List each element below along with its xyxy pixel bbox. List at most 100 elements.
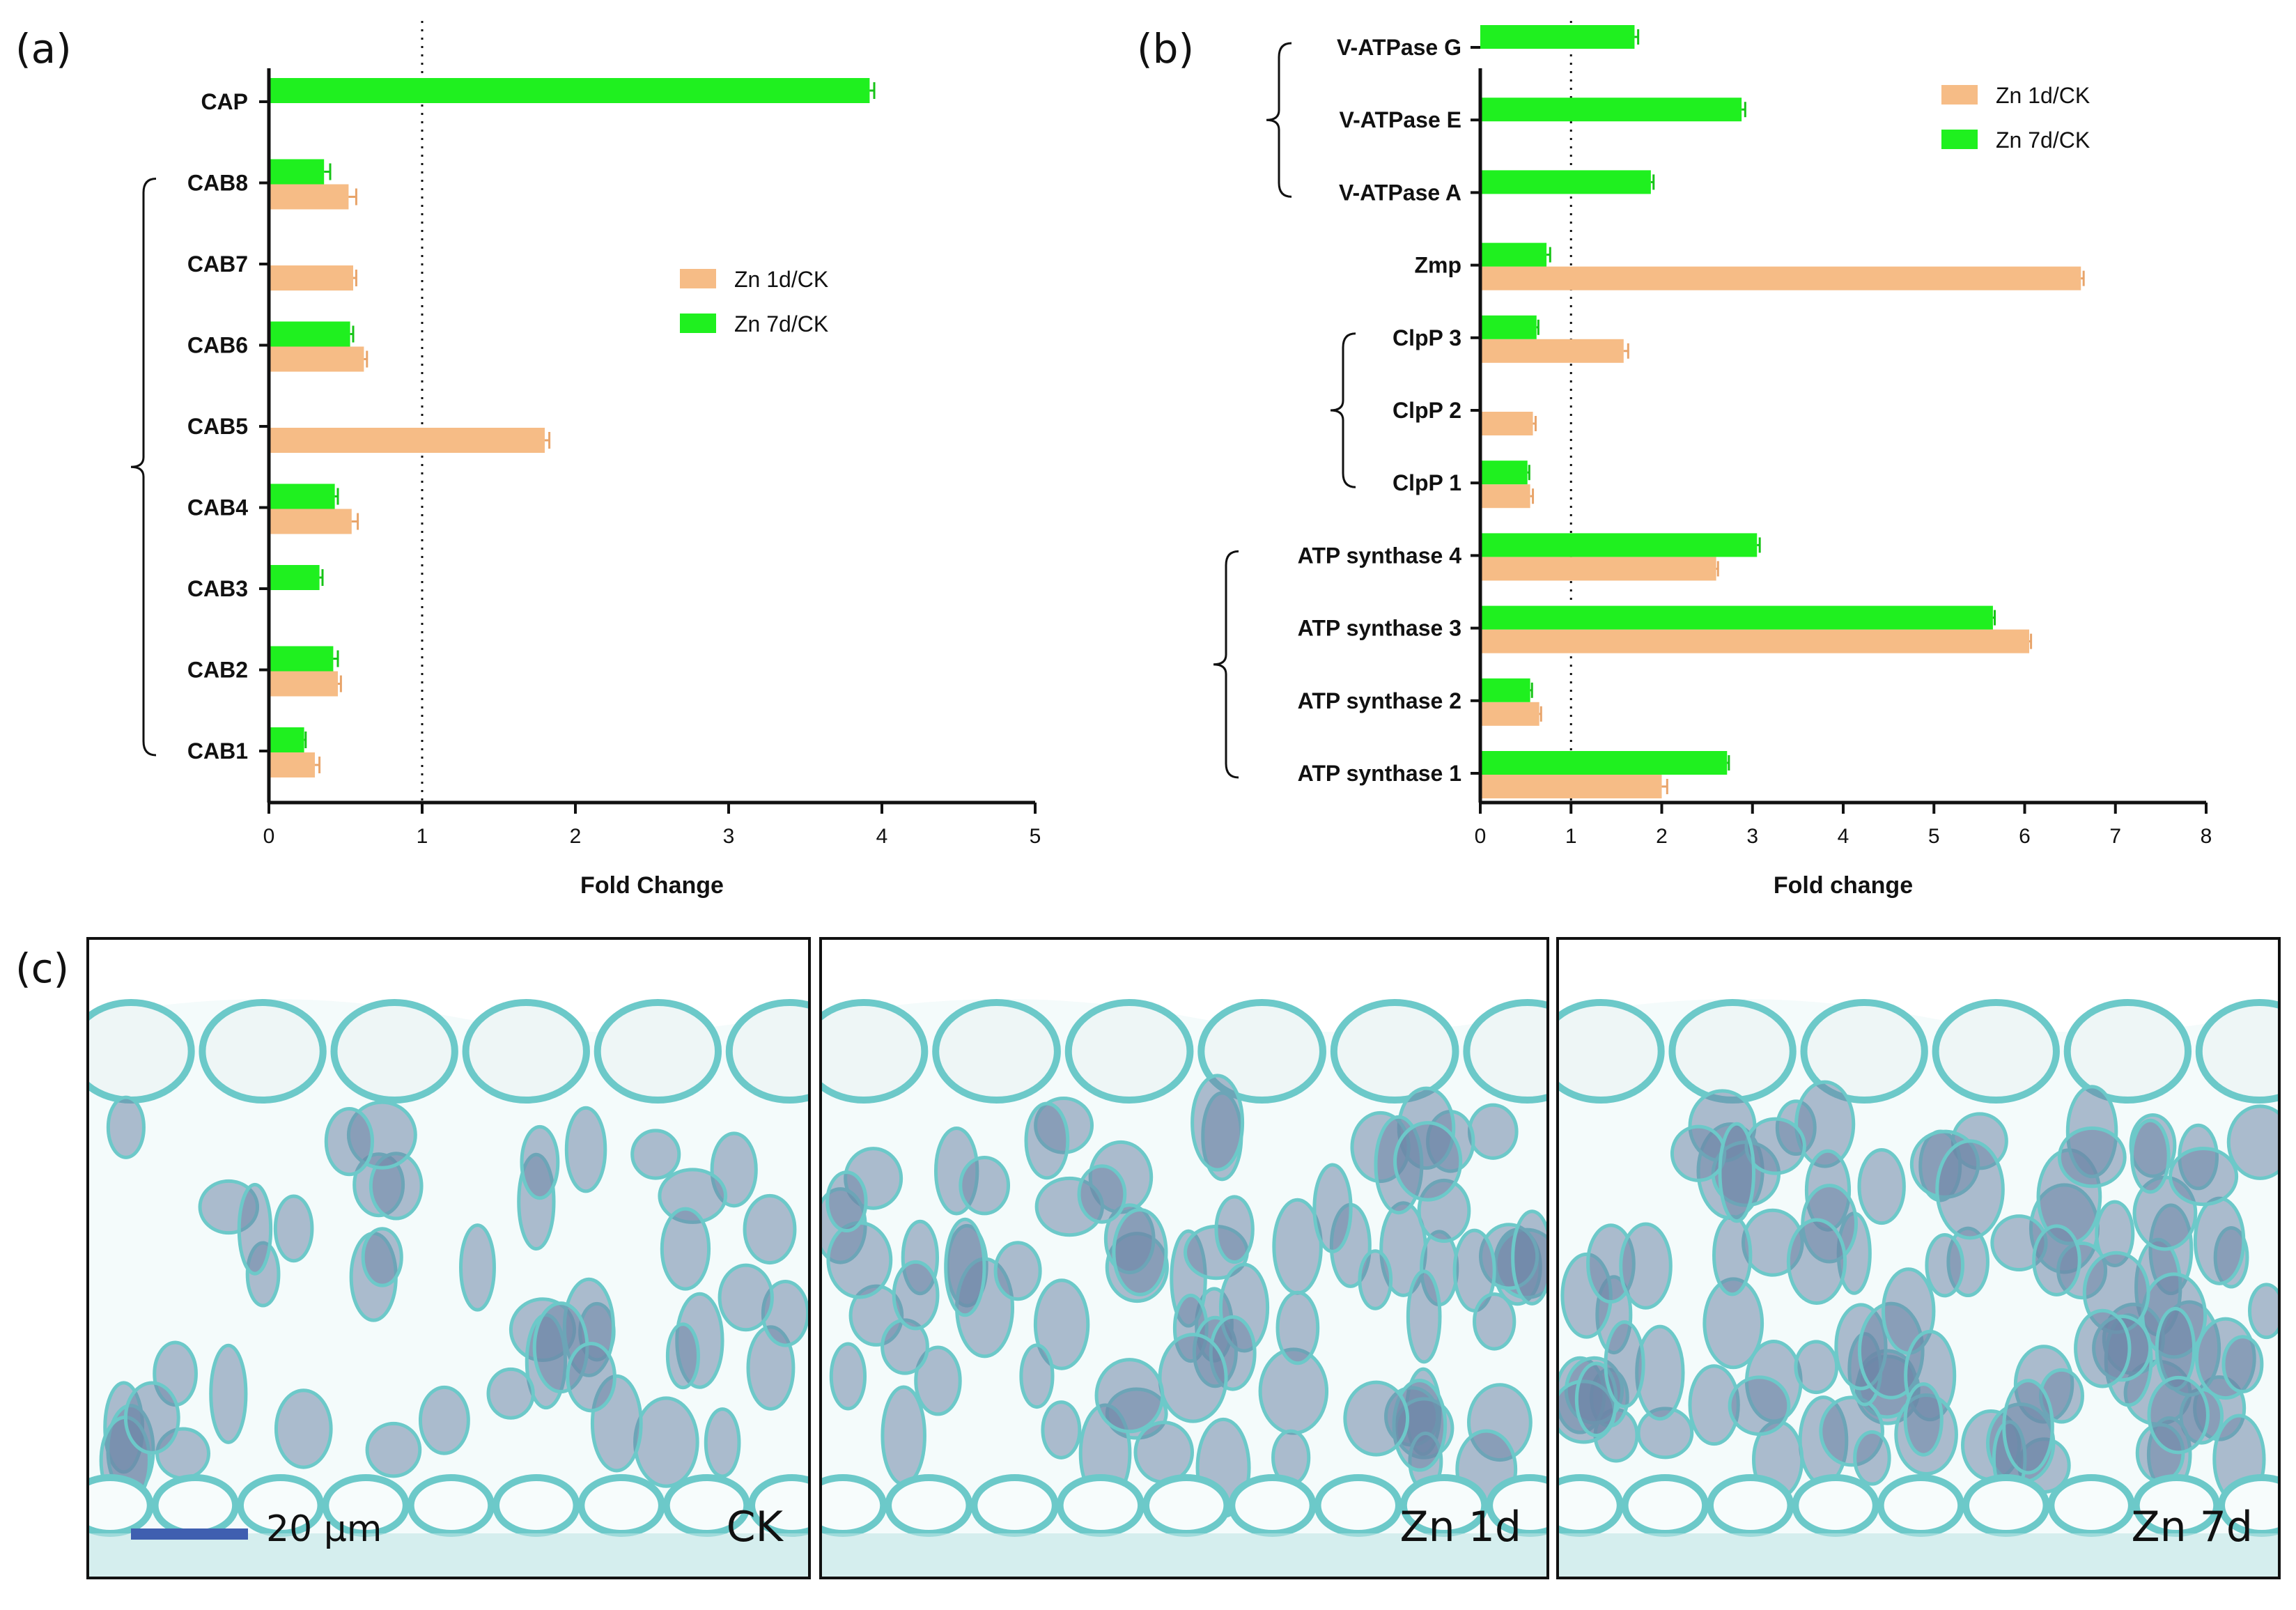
- epidermis-cell: [1197, 999, 1326, 1104]
- x-tick-label: 2: [1656, 825, 1668, 848]
- bar-b-v-atpase-e-zn7d: [1480, 98, 1742, 122]
- mesophyll-cell: [2074, 1308, 2132, 1388]
- y-tick-label: ATP synthase 2: [1298, 688, 1461, 713]
- y-tick-label: CAB5: [187, 414, 248, 439]
- mesophyll-cell: [993, 1241, 1042, 1301]
- mesophyll-cell: [2193, 1196, 2246, 1285]
- y-tick-label: CAB2: [187, 658, 248, 683]
- bar-b-zmp-zn7d: [1480, 242, 1547, 267]
- mesophyll-cell: [274, 1388, 333, 1469]
- mesophyll-cell: [237, 1182, 273, 1276]
- mesophyll-cell: [1511, 1209, 1546, 1306]
- epidermis-cell: [932, 999, 1061, 1104]
- cuticle: [822, 1533, 1546, 1577]
- mesophyll-cell: [1853, 1430, 1891, 1486]
- micrograph-ck-label: CK: [726, 1503, 783, 1551]
- bar-b-clpp-1-zn1d: [1480, 484, 1530, 509]
- bar-a-cab6-zn7d: [269, 321, 350, 347]
- bar-a-cap-zn7d: [269, 78, 870, 103]
- bar-a-cab2-zn1d: [269, 671, 338, 697]
- x-tick-label: 1: [1565, 825, 1577, 848]
- mesophyll-cell: [1343, 1380, 1410, 1457]
- mesophyll-cell: [1041, 1400, 1082, 1460]
- y-tick-label: CAB1: [187, 738, 248, 764]
- mesophyll-cell: [630, 1129, 681, 1180]
- legend-label: Zn 1d/CK: [1996, 83, 2090, 108]
- y-tick-label: ATP synthase 3: [1298, 616, 1461, 641]
- epidermis-cell: [1463, 999, 1546, 1104]
- category-bracket: [1213, 550, 1239, 779]
- mesophyll-cell: [459, 1223, 496, 1312]
- x-axis-label: Fold change: [1774, 872, 1913, 899]
- cuticle: [89, 1533, 808, 1577]
- mesophyll-cell: [1467, 1103, 1519, 1160]
- bar-b-clpp-3-zn1d: [1480, 339, 1624, 363]
- bar-b-zmp-zn1d: [1480, 266, 2081, 291]
- mesophyll-cell: [1112, 1208, 1168, 1296]
- category-bracket: [1266, 42, 1292, 198]
- bar-b-v-atpase-a-zn7d: [1480, 170, 1651, 194]
- epidermis-cell: [1559, 999, 1665, 1104]
- mesophyll-cell: [944, 1217, 986, 1317]
- mesophyll-cell: [1094, 1358, 1165, 1434]
- mesophyll-cell: [1925, 1233, 1965, 1298]
- mesophyll-cell: [1214, 1195, 1255, 1264]
- mesophyll-cell: [959, 1155, 1011, 1216]
- bar-a-cab8-zn7d: [269, 159, 325, 185]
- cuticle: [1559, 1533, 2278, 1577]
- mesophyll-cell: [1794, 1340, 1839, 1395]
- y-tick-label: ClpP 2: [1393, 398, 1461, 423]
- y-tick-label: Zmp: [1414, 253, 1461, 278]
- lower-epidermis-cell: [970, 1474, 1059, 1537]
- lower-epidermis-cell: [1962, 1474, 2050, 1537]
- panel-b-label: (b): [1137, 25, 1195, 72]
- mesophyll-cell: [1312, 1163, 1353, 1253]
- mesophyll-cell: [1728, 1375, 1791, 1437]
- y-tick-label: CAB3: [187, 576, 248, 601]
- epidermis-cell: [89, 999, 195, 1104]
- y-tick-label: ClpP 3: [1393, 325, 1461, 350]
- x-tick-label: 4: [876, 825, 888, 848]
- mesophyll-cell: [1033, 1278, 1090, 1370]
- mesophyll-cell: [1024, 1101, 1070, 1180]
- bar-b-atp-synthase-2-zn7d: [1480, 678, 1530, 702]
- epidermis-cell: [822, 999, 929, 1104]
- mesophyll-cell: [361, 1227, 403, 1287]
- epidermis-cell: [594, 999, 722, 1104]
- y-tick-label: ATP synthase 1: [1298, 761, 1461, 786]
- micrograph-zn1d-label: Zn 1d: [1399, 1503, 1521, 1551]
- mesophyll-cell: [1786, 1218, 1847, 1305]
- mesophyll-cell: [892, 1260, 940, 1331]
- x-tick-label: 3: [1746, 825, 1758, 848]
- bar-b-clpp-3-zn7d: [1480, 315, 1537, 339]
- legend-swatch-zn1d: [1941, 85, 1978, 105]
- mesophyll-cell: [1393, 1121, 1463, 1202]
- panel-a-label: (a): [15, 25, 72, 72]
- mesophyll-cell: [829, 1342, 867, 1411]
- lower-epidermis-cell: [2047, 1474, 2135, 1537]
- mesophyll-cell: [2002, 1379, 2054, 1475]
- y-tick-label: CAB4: [187, 495, 248, 520]
- lower-epidermis-cell: [1142, 1474, 1231, 1537]
- epidermis-cell: [1800, 999, 1928, 1104]
- mesophyll-cell: [1406, 1269, 1442, 1364]
- bar-b-atp-synthase-1-zn7d: [1480, 751, 1728, 775]
- x-tick-label: 0: [263, 825, 275, 848]
- mesophyll-cell: [718, 1263, 774, 1332]
- bar-b-atp-synthase-1-zn1d: [1480, 775, 1662, 798]
- micrograph-zn7d: Zn 7d: [1556, 937, 2281, 1579]
- x-axis-label: Fold Change: [580, 872, 724, 899]
- mesophyll-cell: [2226, 1104, 2278, 1180]
- mesophyll-cell: [273, 1194, 314, 1263]
- bar-b-atp-synthase-3-zn7d: [1480, 605, 1993, 630]
- lower-epidermis-cell: [1877, 1474, 1965, 1537]
- x-tick-label: 1: [417, 825, 428, 848]
- lower-epidermis-cell: [885, 1474, 973, 1537]
- micrograph-zn1d-image: [822, 940, 1546, 1577]
- y-tick-label: CAP: [201, 89, 248, 114]
- epidermis-cell: [199, 999, 327, 1104]
- mesophyll-cell: [566, 1341, 616, 1413]
- bar-b-clpp-1-zn7d: [1480, 460, 1528, 485]
- mesophyll-cell: [665, 1322, 700, 1390]
- mesophyll-cell: [1275, 1290, 1320, 1365]
